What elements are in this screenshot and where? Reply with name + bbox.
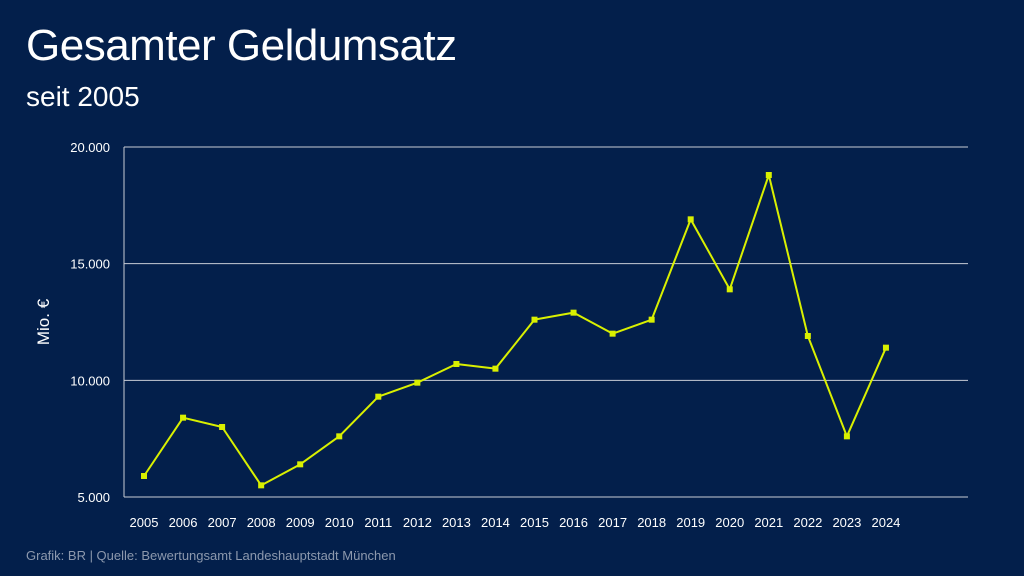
data-point-2018 [648, 316, 655, 323]
y-tick-label: 15.000 [70, 257, 110, 272]
data-point-2011 [375, 393, 382, 400]
data-point-2005 [141, 473, 147, 479]
x-tick-label: 2019 [676, 515, 705, 530]
x-tick-label: 2024 [871, 515, 900, 530]
x-tick-label: 2006 [169, 515, 198, 530]
x-tick-label: 2015 [520, 515, 549, 530]
chart-subtitle: seit 2005 [26, 81, 140, 112]
x-tick-label: 2022 [793, 515, 822, 530]
grid-lines [123, 146, 968, 498]
data-point-2009 [297, 461, 304, 468]
data-point-2019 [687, 216, 694, 223]
data-point-2007 [219, 424, 226, 430]
data-series [141, 172, 889, 489]
source-note: Grafik: BR | Quelle: Bewertungsamt Lande… [26, 548, 396, 563]
data-point-2016 [570, 309, 577, 316]
data-point-2021 [765, 172, 772, 178]
x-tick-label: 2016 [559, 515, 588, 530]
y-axis-label: Mio. € [34, 298, 53, 345]
x-tick-label: 2009 [286, 515, 315, 530]
y-tick-label: 5.000 [77, 490, 110, 505]
data-point-2010 [336, 433, 343, 440]
x-tick-label: 2013 [442, 515, 471, 530]
x-tick-label: 2017 [598, 515, 627, 530]
chart-title: Gesamter Geldumsatz [26, 21, 457, 70]
x-tick-label: 2010 [325, 515, 354, 530]
data-point-2008 [258, 482, 265, 489]
series-line [143, 174, 887, 487]
x-tick-label: 2023 [832, 515, 861, 530]
x-tick-label: 2005 [130, 515, 159, 530]
x-tick-label: 2014 [481, 515, 510, 530]
x-tick-label: 2008 [247, 515, 276, 530]
y-axis: 5.000 10.000 15.000 20.000 [70, 140, 110, 505]
x-tick-label: 2011 [364, 515, 392, 530]
x-axis: 2005 2006 2007 2008 2009 2010 2011 2012 2013 2014… [130, 515, 901, 530]
data-point-2006 [180, 414, 187, 421]
data-point-2017 [609, 330, 616, 337]
x-tick-label: 2021 [754, 515, 783, 530]
y-tick-label: 20.000 [70, 140, 110, 155]
data-point-2020 [726, 286, 733, 293]
data-point-2015 [531, 316, 538, 323]
data-point-2012 [414, 379, 421, 386]
x-tick-label: 2018 [637, 515, 666, 530]
data-point-2022 [804, 333, 811, 339]
data-point-2024 [882, 344, 889, 351]
x-tick-label: 2007 [208, 515, 237, 530]
data-point-2023 [843, 433, 850, 440]
data-point-2013 [453, 361, 460, 367]
x-tick-label: 2012 [403, 515, 432, 530]
data-point-2014 [492, 365, 499, 372]
x-tick-label: 2020 [715, 515, 744, 530]
y-tick-label: 10.000 [70, 373, 110, 388]
